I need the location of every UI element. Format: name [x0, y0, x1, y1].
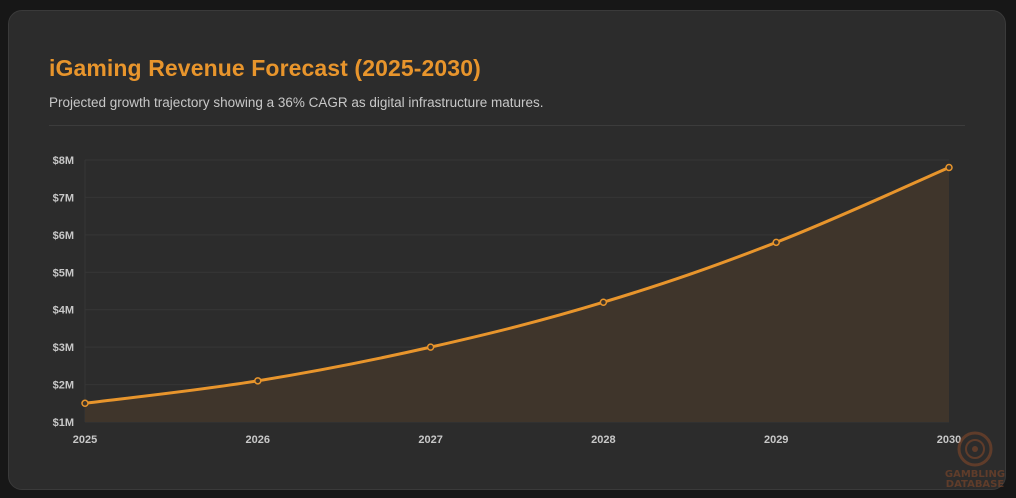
watermark-logo: GAMBLING DATABASE [940, 428, 1010, 496]
series-area-fill [85, 167, 949, 422]
data-point [426, 343, 435, 351]
series-line [83, 165, 951, 405]
y-tick-label: $8M [53, 155, 74, 167]
header-divider [49, 125, 965, 126]
x-tick-label: 2029 [764, 434, 788, 446]
y-tick-label: $6M [53, 230, 74, 242]
watermark-line-2: DATABASE [945, 479, 1005, 490]
x-tick-label: 2025 [73, 434, 97, 446]
x-tick-label: 2028 [591, 434, 615, 446]
data-point [254, 377, 262, 385]
y-tick-label: $1M [53, 417, 74, 429]
data-point [599, 298, 608, 306]
y-tick-label: $7M [53, 192, 74, 204]
y-tick-label: $5M [53, 267, 74, 279]
chip-icon [957, 431, 993, 467]
data-point [772, 238, 780, 247]
watermark-line-1: GAMBLING [944, 469, 1006, 480]
y-tick-label: $3M [53, 342, 74, 354]
data-point [945, 163, 953, 172]
x-tick-label: 2026 [246, 434, 270, 446]
x-tick-label: 2027 [418, 434, 442, 446]
watermark-text: GAMBLING DATABASE [940, 470, 1010, 490]
data-point [81, 399, 89, 408]
y-tick-label: $4M [53, 305, 74, 317]
x-tick-label: 2030 [937, 434, 961, 446]
chart-subtitle: Projected growth trajectory showing a 36… [49, 95, 544, 110]
chart-title: iGaming Revenue Forecast (2025-2030) [49, 55, 481, 81]
y-tick-label: $2M [53, 380, 74, 392]
